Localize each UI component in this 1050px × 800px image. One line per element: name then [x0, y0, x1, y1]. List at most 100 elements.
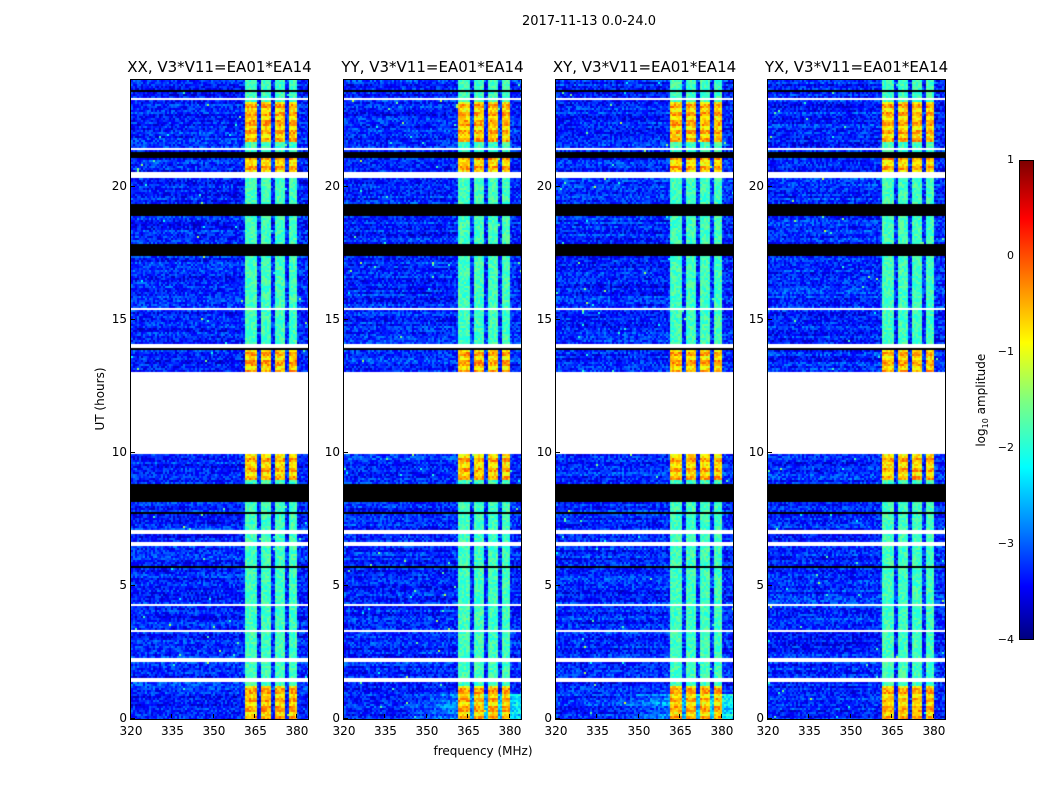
x-tick-mark	[295, 714, 297, 718]
y-tick-label: 20	[536, 178, 552, 193]
x-tick-mark	[932, 714, 934, 718]
y-tick-label: 5	[119, 577, 127, 592]
y-tick-label: 10	[536, 444, 552, 459]
y-tick-label: 10	[111, 444, 127, 459]
y-tick-mark	[768, 451, 772, 453]
y-tick-mark	[768, 718, 772, 719]
x-tick-label: 335	[161, 724, 184, 738]
panel-xy: XY, V3*V11=EA01*EA14 320 335 350 365 380 0 5 10…	[537, 58, 736, 738]
y-tick-label: 5	[544, 577, 552, 592]
x-tick-label: 320	[119, 724, 143, 738]
y-tick-label: 20	[324, 178, 340, 193]
y-tick-label: 20	[111, 178, 127, 193]
x-tick-label: 335	[798, 724, 821, 738]
x-tick-label: 335	[586, 724, 609, 738]
panel-title: XX, V3*V11=EA01*EA14	[127, 58, 312, 76]
y-tick-label: 10	[324, 444, 340, 459]
colorbar	[1019, 160, 1034, 640]
y-tick-mark	[344, 718, 348, 719]
x-tick-label: 365	[881, 724, 904, 738]
panel-title: YX, V3*V11=EA01*EA14	[764, 58, 949, 76]
y-tick-label: 20	[748, 178, 764, 193]
y-tick-label: 15	[748, 311, 764, 326]
x-tick-label: 365	[457, 724, 480, 738]
x-tick-mark	[508, 714, 510, 718]
x-tick-label: 380	[710, 724, 734, 738]
x-tick-mark	[720, 714, 722, 718]
y-tick-mark	[556, 185, 560, 187]
y-axis-label: UT (hours)	[93, 367, 107, 431]
x-tick-mark	[384, 714, 386, 718]
x-tick-mark	[849, 714, 851, 718]
x-tick-mark	[130, 714, 131, 718]
y-tick-mark	[131, 185, 135, 187]
x-tick-label: 350	[202, 724, 226, 738]
x-tick-mark	[171, 714, 173, 718]
y-tick-mark	[131, 451, 135, 453]
y-tick-label: 0	[119, 711, 127, 725]
colorbar-tick-label: 1	[1007, 153, 1014, 166]
x-tick-label: 380	[285, 724, 309, 738]
panel-title: XY, V3*V11=EA01*EA14	[552, 58, 737, 76]
x-tick-mark	[679, 714, 681, 718]
y-tick-label: 5	[756, 577, 764, 592]
panel-yy: YY, V3*V11=EA01*EA14 320 335 350 365 380 0 5 10…	[325, 58, 524, 738]
figure-title: 2017-11-13 0.0-24.0	[522, 14, 656, 29]
x-tick-mark	[891, 714, 893, 718]
panel-xx: XX, V3*V11=EA01*EA14 320 335 350 365 380 0 5 10…	[112, 58, 312, 738]
x-tick-mark	[767, 714, 768, 718]
y-tick-mark	[344, 451, 348, 453]
y-tick-label: 15	[111, 311, 127, 326]
x-tick-mark	[596, 714, 598, 718]
x-tick-label: 320	[756, 724, 780, 738]
y-tick-mark	[768, 584, 772, 586]
colorbar-tick-label: −1	[997, 345, 1014, 358]
colorbar-tick-label: −2	[997, 441, 1014, 454]
y-tick-label: 10	[748, 444, 764, 459]
y-tick-label: 15	[536, 311, 552, 326]
x-tick-label: 320	[544, 724, 568, 738]
x-tick-label: 365	[669, 724, 692, 738]
x-tick-mark	[808, 714, 810, 718]
heatmap-xy	[556, 80, 733, 719]
x-tick-mark	[467, 714, 469, 718]
x-tick-mark	[425, 714, 427, 718]
x-tick-mark	[212, 714, 214, 718]
x-tick-label: 380	[922, 724, 946, 738]
colorbar-tick-label: 0	[1007, 249, 1014, 262]
x-tick-label: 320	[332, 724, 356, 738]
x-tick-label: 335	[374, 724, 397, 738]
heatmap-xx	[131, 80, 308, 719]
y-tick-label: 0	[544, 711, 552, 725]
y-tick-mark	[556, 584, 560, 586]
x-tick-mark	[343, 714, 344, 718]
panel-title: YY, V3*V11=EA01*EA14	[341, 58, 524, 76]
y-tick-mark	[344, 318, 348, 320]
x-axis-label: frequency (MHz)	[433, 744, 533, 758]
y-tick-mark	[344, 584, 348, 586]
heatmap-yx	[768, 80, 945, 719]
x-tick-label: 350	[627, 724, 651, 738]
colorbar-label: log10 amplitude	[973, 353, 991, 447]
y-tick-label: 15	[324, 311, 340, 326]
x-tick-label: 350	[415, 724, 439, 738]
x-tick-label: 365	[244, 724, 267, 738]
y-tick-mark	[556, 318, 560, 320]
x-tick-label: 380	[498, 724, 522, 738]
x-tick-mark	[254, 714, 256, 718]
y-tick-mark	[131, 318, 135, 320]
colorbar-tick-label: −3	[997, 537, 1014, 550]
y-tick-mark	[768, 185, 772, 187]
panel-yx: YX, V3*V11=EA01*EA14 320 335 350 365 380 0 5 10…	[749, 58, 948, 738]
x-tick-mark	[555, 714, 556, 718]
y-tick-label: 0	[332, 711, 340, 725]
x-tick-label: 350	[839, 724, 863, 738]
y-tick-mark	[131, 584, 135, 586]
y-tick-label: 5	[332, 577, 340, 592]
y-tick-mark	[556, 451, 560, 453]
y-tick-label: 0	[756, 711, 764, 725]
y-tick-mark	[556, 718, 560, 719]
heatmap-yy	[344, 80, 521, 719]
y-tick-mark	[344, 185, 348, 187]
